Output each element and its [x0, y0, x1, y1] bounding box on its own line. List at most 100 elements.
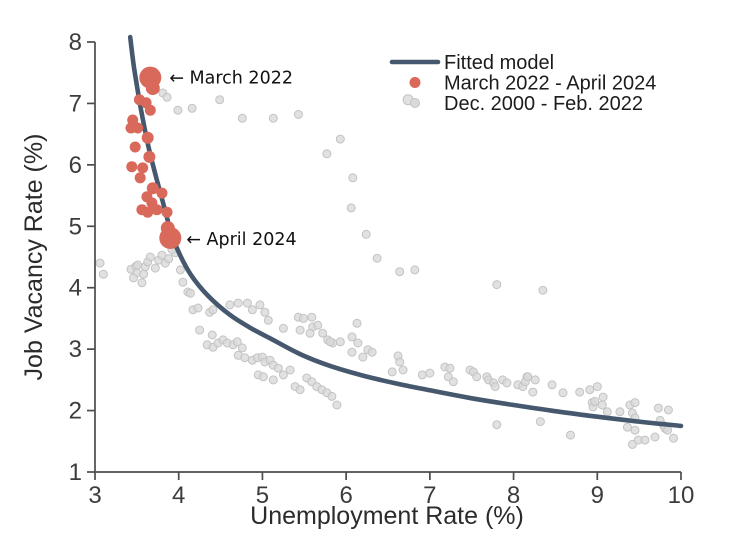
historic-point [653, 403, 663, 413]
historic-point [195, 325, 205, 335]
historic-point [535, 417, 545, 427]
historic-point [215, 95, 225, 105]
y-tick-label: 1 [69, 459, 82, 486]
y-tick-label: 5 [69, 213, 82, 240]
historic-point [592, 382, 602, 392]
annotations-layer: ← March 2022 ← April 2024 [169, 69, 296, 250]
historic-point [650, 432, 660, 442]
y-tick-label: 6 [69, 152, 82, 179]
x-tick-label: 3 [88, 482, 101, 509]
x-axis-title: Unemployment Rate (%) [250, 502, 524, 530]
historic-point [187, 103, 197, 113]
historic-point [630, 425, 640, 435]
historic-point [347, 332, 357, 342]
historic-point [335, 134, 345, 144]
recent-point [151, 204, 163, 216]
historic-point [387, 367, 397, 377]
historic-point [602, 407, 612, 417]
historic-point [663, 405, 673, 415]
historic-point [325, 337, 335, 347]
historic-point [98, 269, 108, 279]
historic-point [630, 398, 640, 408]
recent-point [144, 104, 156, 116]
historic-point [627, 439, 637, 449]
historic-point [322, 149, 332, 159]
historic-point [268, 375, 278, 385]
historic-point [193, 303, 203, 313]
recent-points-layer [125, 66, 182, 249]
legend-label: Fitted model [444, 52, 554, 74]
historic-point [233, 298, 243, 308]
historic-point [260, 307, 270, 317]
historic-point [417, 370, 427, 380]
historic-point [372, 253, 382, 263]
legend-dot-marker [409, 77, 421, 88]
historic-point [237, 343, 247, 353]
historic-point [490, 382, 500, 392]
historic-point [145, 252, 155, 262]
y-tick-label: 4 [69, 275, 82, 302]
historic-point [247, 305, 257, 315]
historic-point [448, 377, 458, 387]
historic-point [255, 300, 265, 310]
historic-point [348, 173, 358, 183]
historic-point [293, 110, 303, 119]
historic-point [95, 258, 105, 268]
historic-point [129, 273, 138, 283]
historic-point [298, 313, 308, 323]
historic-point [669, 433, 678, 443]
historic-point [208, 305, 218, 315]
historic-point [575, 387, 585, 397]
historic-point [502, 378, 512, 388]
historic-point [367, 347, 377, 357]
x-tick-label: 8 [507, 482, 520, 509]
recent-point [126, 161, 138, 173]
recent-point [142, 206, 154, 218]
recent-point [137, 162, 149, 174]
x-tick-label: 7 [423, 482, 436, 509]
historic-point [137, 278, 147, 288]
historic-point [492, 420, 502, 430]
recent-point [145, 81, 160, 96]
y-tick-label: 2 [69, 398, 82, 425]
y-tick-label: 3 [69, 336, 82, 363]
historic-point [346, 203, 356, 213]
historic-point [295, 385, 305, 395]
historic-point [598, 392, 608, 402]
historic-point [590, 396, 600, 406]
historic-point [352, 318, 362, 328]
x-tick-label: 9 [591, 482, 604, 509]
historic-point [445, 363, 455, 373]
recent-point [161, 206, 173, 218]
historic-point [395, 267, 405, 277]
legend-label: March 2022 - April 2024 [444, 73, 656, 95]
historic-point [585, 385, 595, 395]
historic-point [313, 320, 323, 330]
historic-point [538, 285, 548, 295]
historic-point [640, 435, 650, 445]
historic-point [472, 372, 482, 382]
recent-point [132, 122, 144, 134]
y-axis-title: Job Vacancy Rate (%) [20, 134, 48, 381]
historic-point [285, 365, 295, 375]
historic-point [240, 353, 250, 363]
axes-layer: 3 4 5 6 7 8 9 10 1 2 3 4 5 6 7 8 [69, 29, 695, 509]
annotation-march-2022: ← March 2022 [169, 69, 293, 89]
historic-point [597, 400, 607, 410]
historic-point [258, 372, 268, 382]
historic-point [663, 425, 673, 435]
historic-point [178, 277, 188, 287]
recent-point [156, 187, 168, 199]
historic-point [347, 347, 357, 357]
historic-point [395, 357, 405, 367]
historic-point [173, 105, 183, 115]
historic-point [278, 323, 288, 333]
historic-point [225, 300, 235, 310]
historic-point [353, 338, 363, 348]
historic-point [410, 265, 420, 275]
historic-point [622, 422, 632, 432]
historic-point [268, 113, 278, 123]
x-tick-label: 5 [256, 482, 269, 509]
